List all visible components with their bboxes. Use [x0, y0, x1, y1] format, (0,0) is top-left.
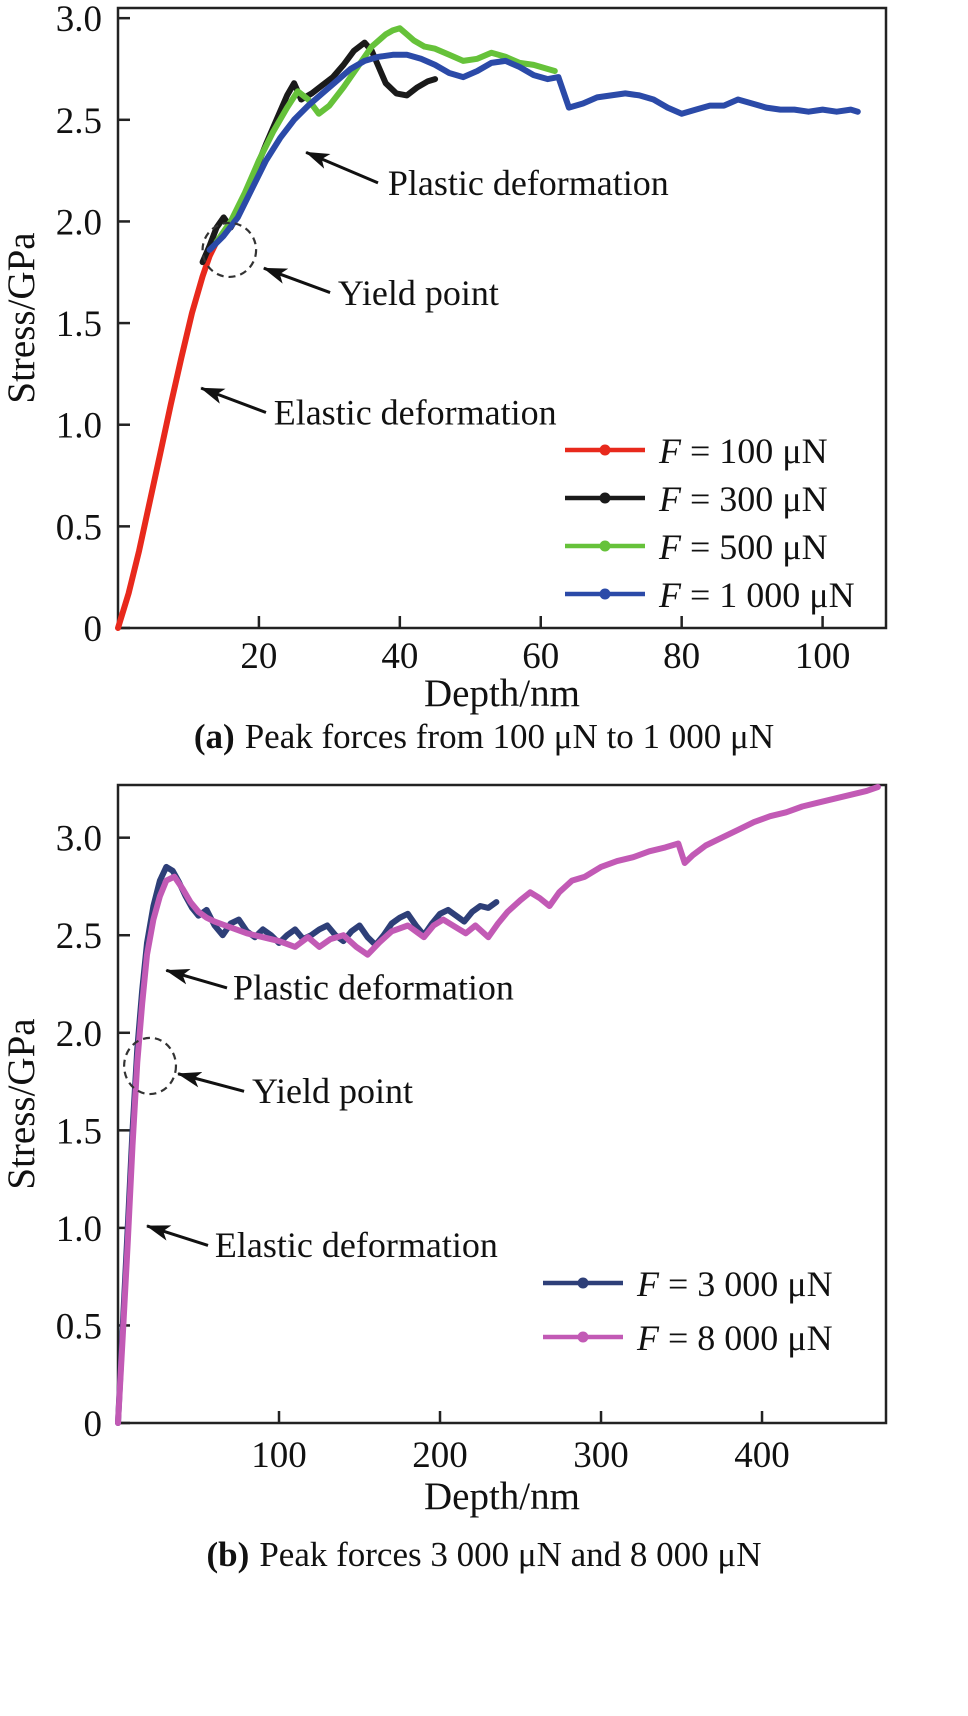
- legend-label: F = 8 000 μN: [636, 1318, 833, 1358]
- annotation-arrow: [177, 1071, 245, 1093]
- caption-b-text: Peak forces 3 000 μN and 8 000 μN: [259, 1535, 762, 1574]
- legend-label: F = 3 000 μN: [636, 1264, 833, 1304]
- y-tick-label: 3.0: [56, 819, 102, 860]
- annotation-arrow: [165, 968, 228, 990]
- chart-b-caption: (b) Peak forces 3 000 μN and 8 000 μN: [0, 1535, 968, 1575]
- chart-b-plot: 100 200 300 400 0 0.5 1.0 1.5 2.0 2.5 3.0 Plastic d…: [0, 783, 888, 1518]
- y-tick-label: 2.0: [56, 202, 102, 243]
- x-tick-label: 80: [663, 636, 700, 677]
- x-tick-label: 300: [573, 1435, 629, 1476]
- plot-frame: [116, 783, 888, 1425]
- y-tick-label: 2.0: [56, 1014, 102, 1055]
- annotation-arrow: [200, 386, 267, 414]
- x-tick-label: 100: [251, 1435, 307, 1476]
- y-tick-label: 1.0: [56, 406, 102, 447]
- legend-marker: [599, 540, 611, 552]
- y-tick-label: 0.5: [56, 507, 102, 548]
- y-axis-label: Stress/GPa: [0, 232, 43, 403]
- series-line: [213, 25, 558, 245]
- y-tick-label: 0.5: [56, 1306, 102, 1347]
- y-tick-label: 2.5: [56, 916, 102, 957]
- y-tick-label: 0: [84, 1404, 103, 1445]
- annotation-arrow: [262, 266, 331, 294]
- annotation-text: Yield point: [338, 273, 499, 313]
- series-line: [199, 39, 439, 266]
- legend-label: F = 1 000 μN: [658, 575, 855, 615]
- annotation-text: Elastic deformation: [215, 1225, 498, 1265]
- annotation-text: Elastic deformation: [274, 393, 557, 433]
- x-tick-label: 20: [240, 636, 277, 677]
- x-tick-label: 400: [734, 1435, 790, 1476]
- x-axis-label: Depth/nm: [424, 1475, 580, 1518]
- x-tick-label: 40: [381, 636, 418, 677]
- annotation-text: Plastic deformation: [233, 968, 514, 1008]
- x-tick-label: 60: [522, 636, 559, 677]
- caption-b-label: (b): [206, 1535, 250, 1574]
- annotation-text: Plastic deformation: [388, 163, 669, 203]
- yield-point-ellipse: [201, 221, 258, 279]
- y-tick-label: 1.5: [56, 304, 102, 345]
- chart-a-plot: 20 40 60 80 100 0 0.5 1.0 1.5 2.0 2.5 3.0 Plastic de…: [0, 0, 888, 715]
- legend-label: F = 100 μN: [658, 431, 828, 471]
- y-tick-label: 0: [84, 609, 103, 650]
- annotation-text: Yield point: [252, 1071, 413, 1111]
- x-axis-label: Depth/nm: [424, 672, 580, 715]
- legend-marker: [599, 492, 611, 504]
- caption-a-text: Peak forces from 100 μN to 1 000 μN: [244, 717, 775, 756]
- y-tick-label: 1.5: [56, 1111, 102, 1152]
- legend-marker: [577, 1277, 589, 1289]
- legend-label: F = 500 μN: [658, 527, 828, 567]
- x-tick-label: 200: [412, 1435, 468, 1476]
- chart-a: 20 40 60 80 100 0 0.5 1.0 1.5 2.0 2.5 3.0 Plastic de…: [0, 0, 968, 757]
- legend-marker: [599, 588, 611, 600]
- series-line: [115, 863, 500, 1426]
- x-tick-label: 100: [795, 636, 851, 677]
- chart-b: 100 200 300 400 0 0.5 1.0 1.5 2.0 2.5 3.0 Plastic d…: [0, 771, 968, 1575]
- chart-a-caption: (a) Peak forces from 100 μN to 1 000 μN: [0, 717, 968, 757]
- annotation-arrow: [305, 150, 379, 185]
- legend-marker: [577, 1331, 589, 1343]
- y-tick-label: 3.0: [56, 0, 102, 40]
- legend-marker: [599, 444, 611, 456]
- plot-frame: [116, 6, 888, 630]
- y-tick-label: 2.5: [56, 101, 102, 142]
- series-line: [206, 51, 861, 253]
- legend-label: F = 300 μN: [658, 479, 828, 519]
- series-line: [115, 784, 881, 1426]
- annotation-arrow: [146, 1224, 209, 1247]
- yield-point-ellipse: [123, 1036, 178, 1096]
- series-line: [115, 238, 220, 631]
- y-tick-label: 1.0: [56, 1209, 102, 1250]
- y-axis-label: Stress/GPa: [0, 1018, 43, 1189]
- caption-a-label: (a): [193, 717, 235, 756]
